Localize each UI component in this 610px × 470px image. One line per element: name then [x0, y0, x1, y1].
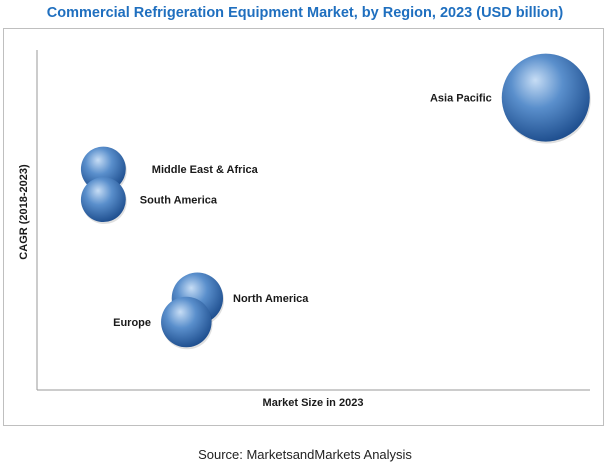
y-axis-label: CAGR (2018-2023) — [18, 164, 30, 260]
chart-title: Commercial Refrigeration Equipment Marke… — [46, 5, 564, 21]
bubble-label-asia-pacific: Asia Pacific — [430, 93, 492, 105]
bubble-label-north-america: North America — [233, 293, 309, 305]
bubble-europe — [161, 296, 212, 348]
bubble-south-america — [80, 177, 126, 223]
bubble-asia-pacific — [501, 53, 590, 142]
bubbles-layer: Asia Pacific Middle East & Africa South Am… — [80, 53, 591, 350]
bubble-label-middle-east-africa: Middle East & Africa — [152, 164, 259, 176]
bubble-label-south-america: South America — [140, 195, 218, 207]
x-axis-label: Market Size in 2023 — [263, 397, 364, 409]
chart-frame — [3, 28, 604, 426]
source-note: Source: MarketsandMarkets Analysis — [198, 447, 412, 462]
bubble-label-europe: Europe — [113, 317, 151, 329]
